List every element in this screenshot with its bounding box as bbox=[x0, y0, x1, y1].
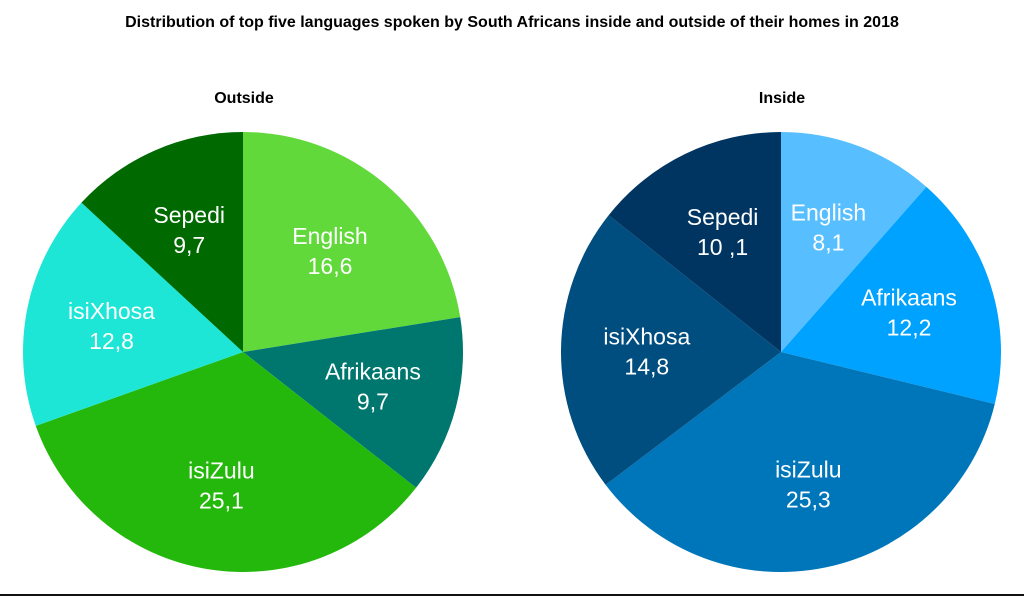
slice-value-isizulu: 25,3 bbox=[786, 486, 831, 512]
chart-title: Distribution of top five languages spoke… bbox=[125, 14, 899, 31]
slice-isixhosa bbox=[23, 202, 243, 426]
slice-value-isixhosa: 12,8 bbox=[89, 328, 134, 354]
slice-label-afrikaans: Afrikaans bbox=[861, 285, 957, 311]
pie-inside: English 8,1 Afrikaans 12,2 isiZulu 25,3 isiXho… bbox=[560, 132, 1002, 573]
slice-value-sepedi: 9,7 bbox=[173, 232, 205, 258]
slice-value-english: 16,6 bbox=[308, 253, 353, 279]
slice-label-isizulu: isiZulu bbox=[775, 456, 841, 482]
bottom-divider bbox=[0, 594, 1024, 596]
pie-title-inside: Inside bbox=[758, 90, 806, 107]
slice-label-isixhosa: isiXhosa bbox=[68, 298, 155, 324]
slice-sepedi bbox=[81, 132, 243, 352]
slice-value-sepedi: 10 ,1 bbox=[697, 234, 748, 260]
slice-isizulu bbox=[35, 352, 417, 573]
slice-english bbox=[781, 132, 927, 352]
slice-sepedi bbox=[608, 132, 781, 352]
slice-label-isixhosa: isiXhosa bbox=[603, 324, 690, 350]
slice-label-sepedi: Sepedi bbox=[153, 202, 225, 228]
slice-afrikaans bbox=[243, 317, 463, 488]
slice-isixhosa bbox=[560, 215, 781, 485]
slice-value-afrikaans: 12,2 bbox=[887, 315, 932, 341]
slice-label-isizulu: isiZulu bbox=[188, 458, 254, 484]
slice-value-english: 8,1 bbox=[812, 229, 844, 255]
slice-value-isizulu: 25,1 bbox=[199, 488, 244, 514]
slice-afrikaans bbox=[781, 186, 1002, 404]
pie-outside: English 16,6 Afrikaans 9,7 isiZulu 25,1 isiXho… bbox=[23, 132, 463, 573]
slice-value-afrikaans: 9,7 bbox=[357, 389, 389, 415]
slice-english bbox=[243, 132, 461, 352]
pie-title-outside: Outside bbox=[214, 90, 274, 107]
slice-label-afrikaans: Afrikaans bbox=[325, 359, 421, 385]
slice-label-english: English bbox=[791, 199, 866, 225]
slice-value-isixhosa: 14,8 bbox=[624, 354, 669, 380]
slice-label-sepedi: Sepedi bbox=[687, 204, 759, 230]
slice-label-english: English bbox=[292, 223, 367, 249]
slice-isizulu bbox=[605, 352, 995, 573]
